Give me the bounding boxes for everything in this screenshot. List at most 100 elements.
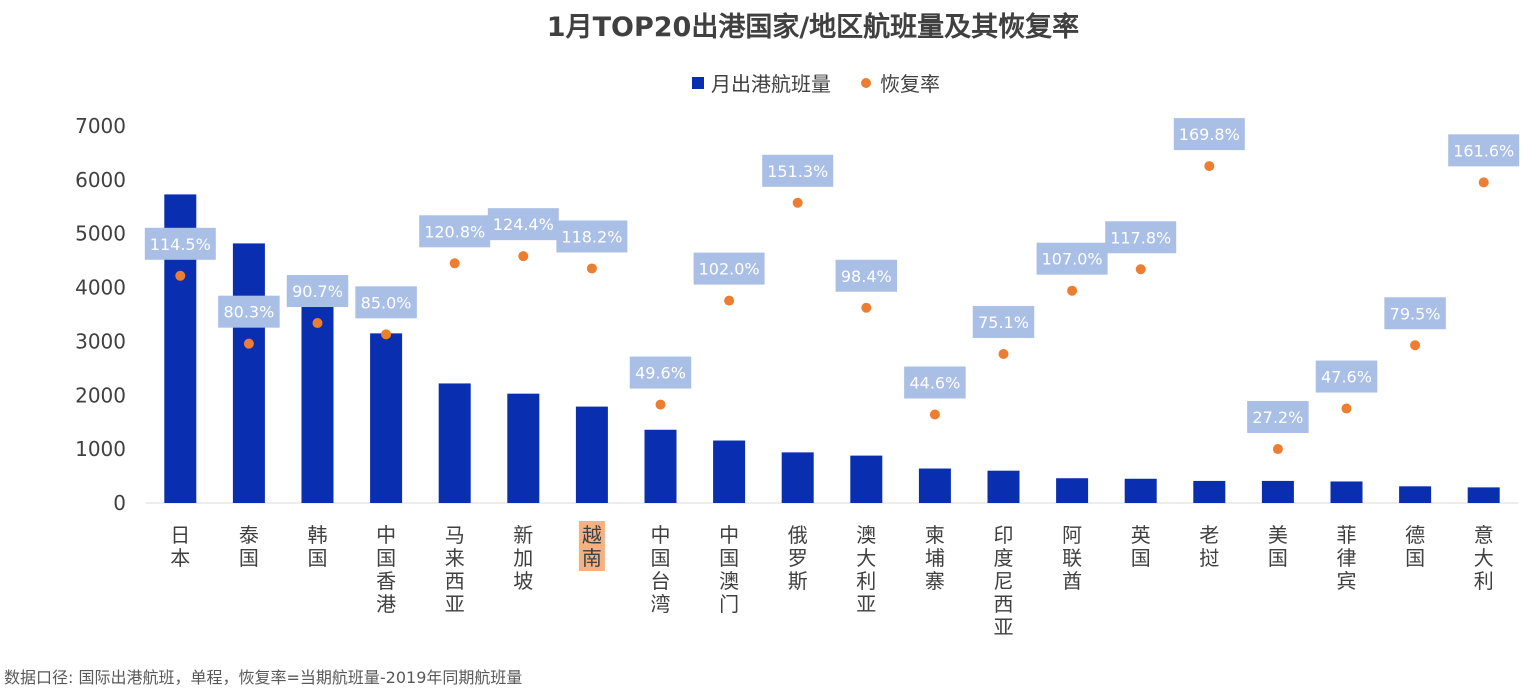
data-label: 49.6% [635,364,686,383]
bar-4 [370,333,403,503]
legend-bar-swatch [692,77,704,89]
data-label-box [355,286,417,319]
x-tick-label: 越南 [582,523,602,570]
x-tick-label: 泰国 [239,523,259,570]
data-label: 117.8% [1110,228,1171,247]
y-tick-label: 0 [113,491,126,515]
recovery-point [1410,340,1421,351]
recovery-point [449,258,460,269]
x-tick-label: 老挝 [1199,523,1219,570]
data-label-box [972,305,1035,338]
x-tick-label: 俄罗斯 [788,523,808,593]
recovery-point [998,348,1009,359]
data-label-box [419,215,491,248]
legend-dot-swatch [861,78,871,88]
recovery-point [655,399,666,410]
x-tick-label: 阿联酋 [1062,523,1082,593]
recovery-point [929,409,940,420]
bar-5 [438,383,471,503]
bar-7 [575,406,608,503]
x-tick-label: 新加坡 [513,523,533,593]
x-tick-label: 英国 [1131,523,1151,570]
data-label-box [904,366,966,399]
x-tick-label: 马来西亚 [445,523,465,616]
data-label: 114.5% [150,235,211,254]
data-label-box [762,154,834,187]
bars [164,194,1500,504]
bar-10 [781,452,814,503]
x-tick-label: 菲律宾 [1337,523,1357,593]
y-tick-label: 4000 [75,276,126,300]
recovery-point [1067,285,1078,296]
bar-14 [1056,478,1089,503]
data-label-box [1384,297,1446,330]
recovery-point [1204,161,1215,172]
data-label-box [1247,401,1309,434]
data-label: 169.8% [1179,125,1240,144]
bar-3 [301,276,334,503]
y-tick-label: 3000 [75,329,126,353]
data-label-box [556,220,628,253]
y-tick-label: 1000 [75,437,126,461]
x-tick-label: 印度尼西亚 [994,523,1014,639]
data-label: 118.2% [561,227,622,246]
y-axis: 0 1000 2000 3000 4000 5000 6000 7000 [75,114,126,515]
recovery-point [724,295,735,306]
legend-bar-label: 月出港航班量 [711,72,831,96]
recovery-point [175,270,186,281]
data-label-box [218,295,280,328]
recovery-point [381,329,392,340]
data-label: 80.3% [223,303,274,322]
data-label-box [1315,360,1378,393]
data-label: 75.1% [978,313,1029,332]
recovery-point [1135,264,1146,275]
bar-17 [1261,480,1294,503]
recovery-point [1272,444,1283,455]
data-label: 90.7% [292,282,343,301]
recovery-point [1341,403,1352,414]
y-tick-label: 6000 [75,168,126,192]
x-tick-label: 澳大利亚 [856,523,876,616]
footnote: 数据口径: 国际出港航班，单程，恢复率=当期航班量-2019年同期航班量 [4,668,523,687]
bar-2 [232,243,265,503]
bar-13 [987,470,1020,503]
x-tick-label: 意大利 [1474,523,1494,593]
data-label-box [1173,118,1245,151]
bar-18 [1330,481,1363,503]
data-label: 151.3% [767,162,828,181]
data-label: 161.6% [1453,141,1514,160]
data-label: 79.5% [1390,304,1441,323]
legend: 月出港航班量 恢复率 [692,72,940,96]
recovery-point [518,251,529,262]
chart-title: 1月TOP20出港国家/地区航班量及其恢复率 [547,11,1079,43]
bar-8 [644,429,677,503]
data-label: 120.8% [424,222,485,241]
data-label-box [629,356,692,389]
data-label-box [286,275,349,308]
highlight-box [578,521,605,571]
bar-11 [850,455,883,503]
data-label-box [1105,221,1177,254]
recovery-point [586,263,597,274]
data-label-box [1448,134,1520,167]
x-tick-label: 中国台湾 [651,523,671,616]
recovery-point [312,318,323,329]
y-tick-label: 7000 [75,114,126,138]
bar-9 [713,440,746,503]
bar-6 [507,393,540,503]
recovery-point [861,302,872,313]
bar-15 [1124,478,1157,503]
data-label-box [835,259,898,292]
data-label-box [144,227,216,260]
recovery-point [792,197,803,208]
data-label-box [1036,242,1108,275]
x-tick-label: 韩国 [308,523,328,570]
data-label: 98.4% [841,267,892,286]
legend-dot-label: 恢复率 [880,72,940,96]
y-tick-label: 5000 [75,222,126,246]
recovery-point [1478,177,1489,188]
x-axis-labels: 日本 泰国 韩国 中国香港 马来西亚 新加坡 越南 中国台湾 中国澳门 俄罗斯 澳大利亚 柬埔寨 印度尼… [170,521,1494,639]
data-label: 47.6% [1321,368,1372,387]
data-label-box [693,252,765,285]
